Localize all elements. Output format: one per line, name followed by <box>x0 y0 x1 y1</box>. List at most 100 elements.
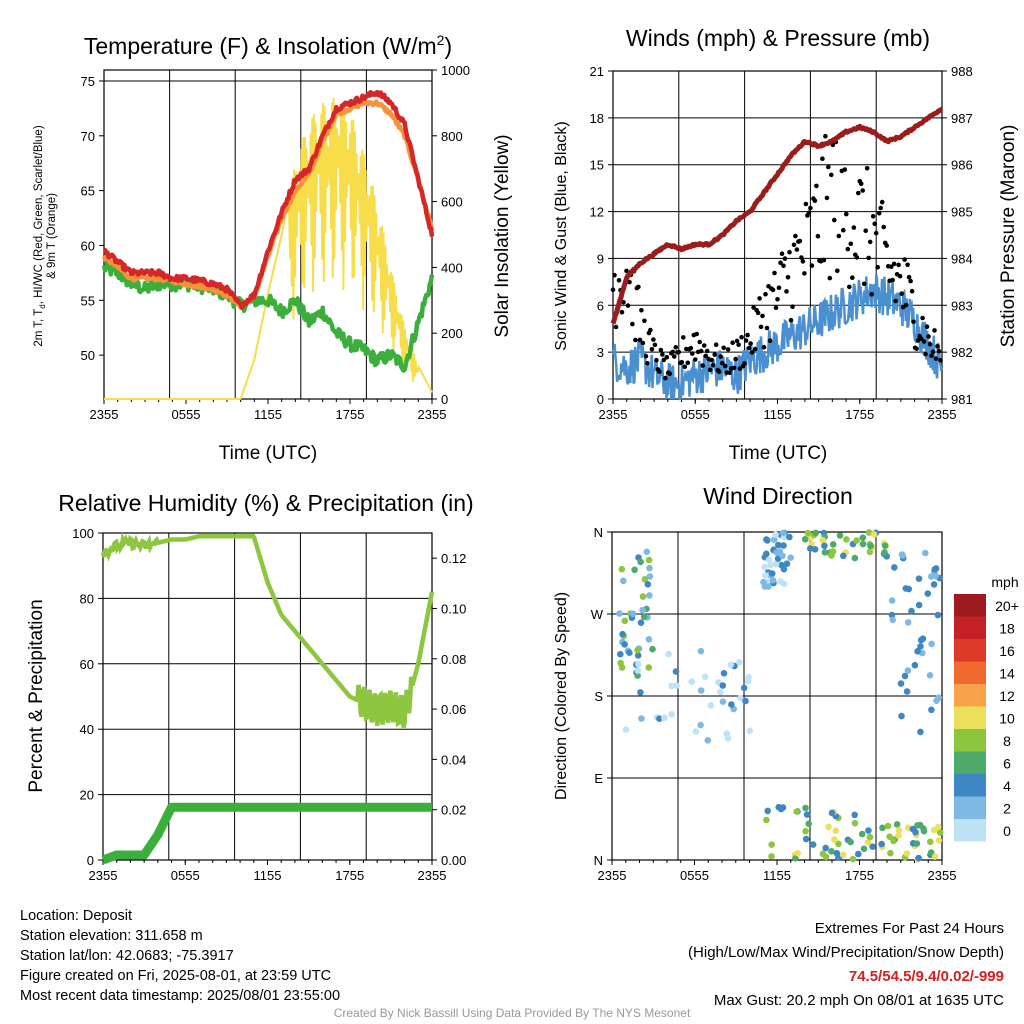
wind-y2label: Station Pressure (Maroon) <box>998 125 1019 348</box>
direction-point <box>859 540 867 548</box>
direction-point <box>656 715 663 722</box>
dir-ytick-label: E <box>594 771 603 786</box>
gust-point <box>930 349 936 355</box>
direction-point <box>793 808 800 815</box>
gust-point <box>836 233 842 239</box>
direction-point <box>779 552 786 560</box>
direction-point <box>668 711 675 718</box>
direction-point <box>697 687 705 694</box>
wind-title: Winds (mph) & Pressure (mb) <box>626 25 930 51</box>
direction-point <box>932 565 940 572</box>
gust-point <box>902 257 907 262</box>
direction-point <box>901 672 909 680</box>
direction-point <box>924 590 932 597</box>
direction-point <box>881 549 888 556</box>
direction-point <box>828 848 835 855</box>
direction-point <box>889 616 896 624</box>
wind-ytick-label: 21 <box>590 64 604 79</box>
insolation-series <box>104 97 433 400</box>
temp-ylabel-line2: & 9m T (Orange) <box>46 193 58 279</box>
gust-point <box>851 225 857 230</box>
dir-xtick-label: 2355 <box>928 868 957 883</box>
direction-point <box>917 636 925 644</box>
direction-point <box>878 840 885 848</box>
direction-point <box>934 611 942 619</box>
direction-point <box>777 578 784 585</box>
direction-point <box>884 822 892 830</box>
direction-point <box>644 581 652 588</box>
direction-point <box>804 529 812 537</box>
gust-point <box>688 345 694 351</box>
gust-point <box>731 365 737 371</box>
gust-point <box>697 339 702 345</box>
gust-point <box>827 275 833 281</box>
gust-point <box>896 262 901 268</box>
wind-xtick-label: 2355 <box>599 407 628 422</box>
direction-point <box>641 576 649 583</box>
gust-point <box>809 263 815 268</box>
direction-point <box>744 678 752 685</box>
gust-point <box>875 264 880 270</box>
direction-point <box>890 837 897 845</box>
direction-point <box>802 804 809 812</box>
direction-point <box>833 849 841 857</box>
gust-point <box>709 357 714 363</box>
gust-point <box>863 228 868 233</box>
gust-point <box>664 355 670 360</box>
gust-point <box>690 351 695 356</box>
direction-point <box>692 728 700 735</box>
precip-y2tick-label: 0.08 <box>441 652 466 667</box>
gust-point <box>663 375 668 381</box>
direction-point <box>802 835 810 843</box>
gust-point <box>858 181 864 186</box>
direction-point <box>740 684 748 692</box>
gust-point <box>640 340 646 346</box>
rh-ytick-label: 60 <box>80 657 94 672</box>
dir-ylabel: Direction (Colored By Speed) <box>553 592 570 800</box>
gust-point <box>660 352 665 357</box>
direction-point <box>737 694 744 702</box>
gust-point <box>739 335 744 340</box>
gust-point <box>773 305 779 311</box>
gust-point <box>784 289 789 294</box>
gust-point <box>899 291 904 297</box>
direction-point <box>828 809 836 817</box>
gust-point <box>725 347 731 352</box>
direction-point <box>831 836 838 843</box>
direction-point <box>860 845 868 853</box>
insol-y2tick-label: 1000 <box>441 63 470 78</box>
wind-xlabel: Time (UTC) <box>729 443 828 464</box>
dir-ytick-label: S <box>594 689 603 704</box>
pressure-y2tick-label: 982 <box>951 345 973 360</box>
direction-point <box>801 536 809 543</box>
direction-point <box>904 667 912 674</box>
direction-point <box>637 619 645 626</box>
temp-ytick-label: 75 <box>81 74 95 89</box>
direction-point <box>634 667 642 674</box>
dir-title: Wind Direction <box>703 483 853 509</box>
gust-point <box>645 361 650 366</box>
direction-point <box>792 855 799 862</box>
gust-point <box>758 324 764 330</box>
gust-point <box>616 278 622 283</box>
gust-point <box>897 273 903 279</box>
gust-point <box>639 308 644 313</box>
dir-xtick-label: 0555 <box>680 868 709 883</box>
gust-point <box>867 239 873 245</box>
direction-point <box>746 727 754 735</box>
wind-ytick-label: 12 <box>590 205 604 220</box>
gust-point <box>743 338 749 343</box>
direction-point <box>728 701 735 708</box>
pressure-y2tick-label: 985 <box>951 205 973 220</box>
direction-point <box>840 552 847 560</box>
gust-point <box>802 271 807 276</box>
direction-point <box>629 610 637 618</box>
gust-point <box>878 205 883 211</box>
gust-point <box>637 337 643 343</box>
direction-point <box>779 529 787 537</box>
gust-point <box>893 298 898 304</box>
colorbar-label: 18 <box>999 621 1015 637</box>
gust-point <box>793 233 798 239</box>
direction-point <box>870 531 878 538</box>
direction-point <box>888 597 896 604</box>
